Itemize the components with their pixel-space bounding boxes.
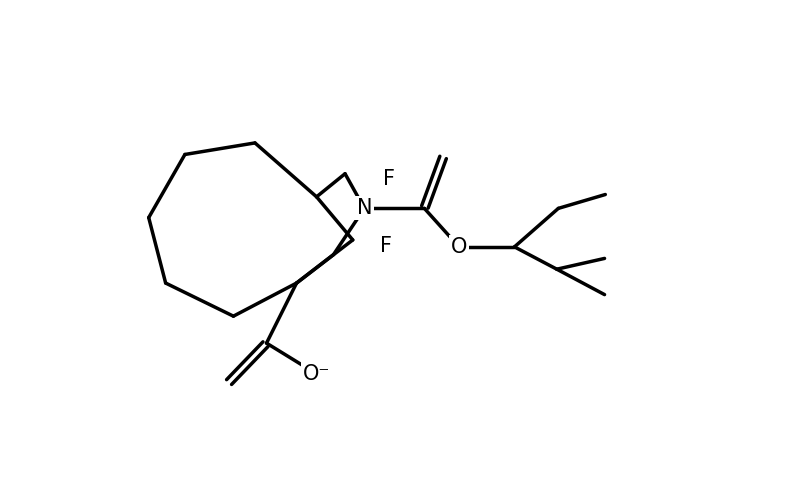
Text: F: F — [379, 236, 391, 256]
Text: O: O — [450, 237, 467, 257]
Text: N: N — [356, 198, 372, 218]
Text: O⁻: O⁻ — [303, 364, 330, 384]
Text: F: F — [382, 169, 394, 189]
